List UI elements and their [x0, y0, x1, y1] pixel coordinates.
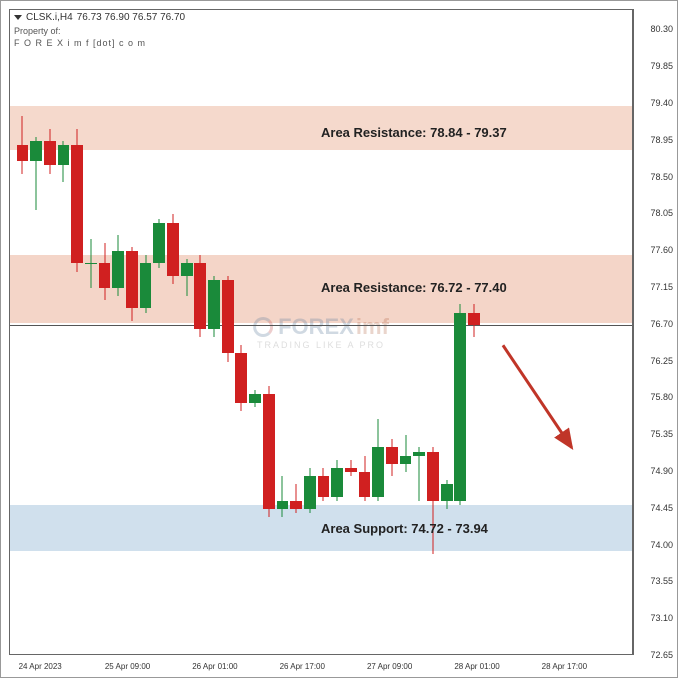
y-tick: 73.10 [650, 613, 673, 623]
property-line2: F O R E X i m f [dot] c o m [14, 38, 146, 50]
x-tick: 27 Apr 09:00 [367, 662, 412, 671]
y-tick: 74.90 [650, 466, 673, 476]
ohlc-text: 76.73 76.90 76.57 76.70 [77, 12, 185, 23]
y-tick: 77.15 [650, 282, 673, 292]
y-tick: 75.80 [650, 392, 673, 402]
trend-arrow-icon [10, 10, 633, 655]
y-axis: 80.30 79.85 79.40 78.95 78.50 78.05 77.60 77.15… [633, 9, 677, 655]
resistance-label: Area Resistance: 76.72 - 77.40 [321, 280, 507, 295]
symbol-text: CLSK.i,H4 [26, 12, 73, 23]
x-tick: 25 Apr 09:00 [105, 662, 150, 671]
y-tick: 78.95 [650, 135, 673, 145]
y-tick: 73.55 [650, 576, 673, 586]
y-tick: 75.35 [650, 429, 673, 439]
chart-plot-area[interactable]: CLSK.i,H4 76.73 76.90 76.57 76.70 Proper… [9, 9, 633, 655]
y-tick: 78.50 [650, 172, 673, 182]
x-tick: 28 Apr 01:00 [454, 662, 499, 671]
x-tick: 28 Apr 17:00 [542, 662, 587, 671]
chart-header: CLSK.i,H4 76.73 76.90 76.57 76.70 [14, 12, 185, 23]
dropdown-icon[interactable] [14, 15, 22, 20]
y-tick: 76.25 [650, 356, 673, 366]
resistance-label: Area Resistance: 78.84 - 79.37 [321, 125, 507, 140]
x-tick: 24 Apr 2023 [19, 662, 62, 671]
y-tick: 76.70 [650, 319, 673, 329]
y-tick: 79.85 [650, 61, 673, 71]
property-line1: Property of: [14, 26, 146, 38]
x-axis: 24 Apr 2023 25 Apr 09:00 26 Apr 01:00 26 Ap… [9, 655, 633, 677]
property-text: Property of: F O R E X i m f [dot] c o m [14, 26, 146, 49]
y-tick: 80.30 [650, 24, 673, 34]
x-tick: 26 Apr 01:00 [192, 662, 237, 671]
y-tick: 79.40 [650, 98, 673, 108]
y-tick: 77.60 [650, 245, 673, 255]
y-tick: 74.45 [650, 503, 673, 513]
y-tick: 78.05 [650, 208, 673, 218]
x-tick: 26 Apr 17:00 [280, 662, 325, 671]
y-tick: 72.65 [650, 650, 673, 660]
y-tick: 74.00 [650, 540, 673, 550]
chart-container: CLSK.i,H4 76.73 76.90 76.57 76.70 Proper… [0, 0, 678, 678]
support-label: Area Support: 74.72 - 73.94 [321, 521, 488, 536]
